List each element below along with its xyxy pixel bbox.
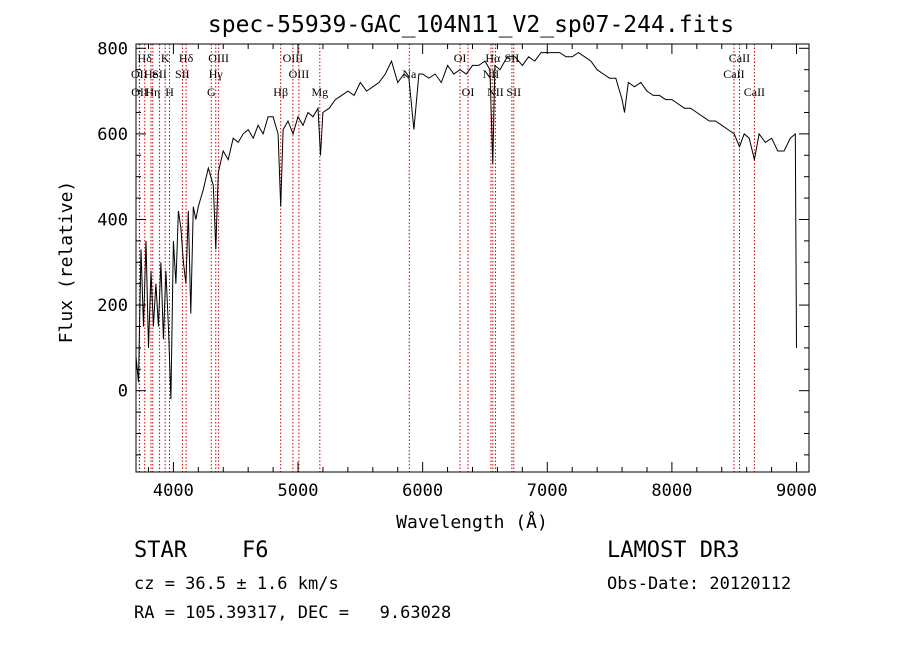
y-tick-label: 400 <box>97 210 128 230</box>
x-tick-label: 5000 <box>278 481 319 501</box>
spectral-line-label: SII <box>175 67 190 81</box>
spectral-line-label: H <box>165 85 174 99</box>
spectral-line-label: Hα <box>485 51 501 65</box>
spectral-line-label: Na <box>402 67 417 81</box>
spectral-line-markers <box>138 44 755 472</box>
spectral-line-label: OII <box>131 67 148 81</box>
spectral-line-label: OIII <box>208 51 229 65</box>
spectral-line-label: NII <box>483 67 500 81</box>
spectral-line-label: NII <box>487 85 504 99</box>
spectral-line-label: Hη <box>145 85 160 99</box>
x-tick-label: 6000 <box>402 481 443 501</box>
y-axis-label: Flux (relative) <box>56 181 77 344</box>
x-tick-label: 7000 <box>527 481 568 501</box>
y-tick-label: 0 <box>118 382 128 402</box>
spectral-line-label: SII <box>505 51 520 65</box>
y-tick-label: 800 <box>97 39 128 59</box>
spectral-line-label: OIII <box>289 67 310 81</box>
spectral-line-label: OI <box>462 85 475 99</box>
survey-name: LAMOST DR3 <box>607 538 740 563</box>
spectral-line-label: K <box>161 51 170 65</box>
spectral-line-label: CaII <box>723 67 744 81</box>
x-tick-label: 9000 <box>776 481 817 501</box>
coordinates: RA = 105.39317, DEC = 9.63028 <box>134 603 452 623</box>
spectral-line-label: OIII <box>283 51 304 65</box>
y-axis: 0 200 400 600 800 <box>97 39 809 456</box>
spectral-line-label: Hδ <box>138 51 153 65</box>
spectral-line-label: G <box>207 85 216 99</box>
spectral-line-label: CaII <box>744 85 765 99</box>
spectral-line-label: SII <box>506 85 521 99</box>
x-tick-label: 8000 <box>651 481 692 501</box>
spectral-line-label: Hβ <box>273 85 288 99</box>
spectral-line-label: Hδ <box>179 51 194 65</box>
object-subclass: F6 <box>242 538 269 563</box>
observation-date: Obs-Date: 20120112 <box>607 574 792 594</box>
spectral-line-label: OI <box>454 51 467 65</box>
spectral-line-label: Mg <box>311 85 328 99</box>
chart-title: spec-55939-GAC_104N11_V2_sp07-244.fits <box>208 12 734 38</box>
spectral-line-label: OII <box>131 85 148 99</box>
plot-frame <box>135 43 810 473</box>
spectral-line-label: SII <box>152 67 167 81</box>
x-axis-label: Wavelength (Å) <box>396 511 548 533</box>
x-axis: 4000 5000 6000 7000 8000 9000 <box>147 44 817 501</box>
object-class: STAR <box>134 538 187 563</box>
spectral-line-label: He <box>144 67 158 81</box>
spectrum-line <box>135 51 797 400</box>
y-tick-label: 200 <box>97 296 128 316</box>
spectral-line-label: CaII <box>729 51 750 65</box>
spectral-line-label: Hγ <box>209 67 224 81</box>
y-tick-label: 600 <box>97 125 128 145</box>
redshift-cz: cz = 36.5 ± 1.6 km/s <box>134 574 339 594</box>
x-tick-label: 4000 <box>153 481 194 501</box>
